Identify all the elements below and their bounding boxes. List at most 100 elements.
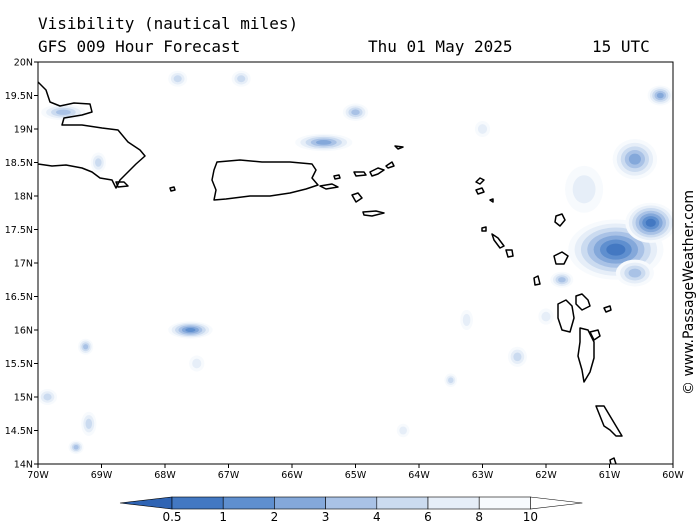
- visibility-contour: [448, 377, 454, 384]
- lon-tick-label: 60W: [662, 470, 684, 481]
- visibility-contour: [628, 153, 641, 165]
- visibility-contour: [55, 109, 71, 115]
- visibility-area-7: [550, 271, 574, 288]
- coast-hispaniola: [38, 81, 146, 189]
- legend-label: 6: [424, 510, 432, 524]
- visibility-contour: [462, 313, 471, 326]
- lat-tick-label: 15N: [14, 393, 33, 404]
- coast-antigua: [553, 251, 569, 265]
- lat-tick-label: 19N: [14, 125, 33, 136]
- visibility-area-21: [396, 423, 410, 438]
- forecast-time: 15 UTC: [592, 37, 650, 56]
- lon-tick-label: 68W: [154, 470, 176, 481]
- coast-anguilla: [475, 177, 485, 185]
- lat-tick-label: 19.5N: [5, 91, 33, 102]
- visibility-area-17: [474, 120, 491, 138]
- coast-marie-galante: [589, 329, 601, 341]
- lat-tick-label: 20N: [14, 58, 33, 69]
- coast-dominica: [577, 327, 595, 383]
- lat-tick-label: 16N: [14, 326, 33, 337]
- visibility-contour: [43, 393, 52, 401]
- coastlines: [38, 81, 623, 464]
- plot-background: [38, 62, 673, 464]
- color-legend: 0.5 1 2 3 4 6 8 10: [119, 496, 583, 524]
- coast-nevis: [505, 249, 514, 258]
- coast-guadeloupe: [557, 293, 591, 333]
- visibility-contour: [315, 140, 332, 145]
- visibility-contour: [645, 218, 656, 227]
- visibility-area-23: [565, 165, 604, 213]
- lat-tick-label: 14.5N: [5, 426, 33, 437]
- coast-tortola: [369, 167, 385, 177]
- forecast-label: GFS 009 Hour Forecast: [38, 37, 241, 56]
- lon-tick-label: 64W: [408, 470, 430, 481]
- lat-tick-label: 16.5N: [5, 292, 33, 303]
- visibility-contour: [83, 344, 89, 350]
- legend-arrow-low: [119, 496, 173, 510]
- legend-label: 4: [373, 510, 381, 524]
- visibility-contour: [399, 426, 407, 435]
- coast-st-thomas: [353, 171, 367, 177]
- visibility-contour: [185, 327, 196, 333]
- coast-puerto-rico: [211, 159, 319, 201]
- visibility-area-18: [460, 309, 473, 331]
- visibility-area-6: [168, 321, 213, 339]
- lat-tick-label: 14N: [14, 460, 33, 471]
- coast-desirade: [603, 305, 612, 313]
- coast-anegada: [394, 145, 404, 150]
- visibility-area-24: [615, 259, 654, 287]
- visibility-contour: [73, 445, 79, 450]
- legend-bin: [376, 496, 429, 510]
- lat-tick-label: 17N: [14, 259, 33, 270]
- coast-virgin-gorda: [385, 161, 395, 169]
- lat-tick-label: 17.5N: [5, 225, 33, 236]
- coast-vieques: [319, 183, 339, 190]
- legend-bin: [171, 496, 224, 510]
- legend-label: 3: [322, 510, 330, 524]
- visibility-contour: [173, 75, 182, 83]
- forecast-date: Thu 01 May 2025: [368, 37, 513, 56]
- coast-st-martin: [475, 187, 485, 195]
- visibility-area-3: [647, 85, 673, 106]
- visibility-area-19: [189, 355, 205, 372]
- visibility-area-1: [625, 202, 673, 243]
- latitude-axis: 20N 19.5N 19N 18.5N 18N 17.5N 17N 16.5N 16N 15.5N…: [5, 58, 38, 471]
- visibility-contour: [513, 352, 522, 362]
- visibility-contour: [541, 311, 551, 322]
- lat-tick-label: 18.5N: [5, 158, 33, 169]
- visibility-contour: [558, 277, 566, 283]
- visibility-contour: [572, 175, 596, 204]
- lon-tick-label: 63W: [472, 470, 494, 481]
- coast-martinique: [595, 405, 623, 437]
- visibility-area-11: [68, 440, 84, 454]
- visibility-area-8: [507, 346, 527, 367]
- coast-st-lucia: [609, 457, 617, 464]
- lat-tick-label: 18N: [14, 192, 33, 203]
- visibility-contour: [628, 268, 642, 278]
- visibility-area-15: [90, 152, 106, 173]
- coast-st-kitts: [491, 233, 505, 249]
- visibility-area-9: [78, 338, 94, 355]
- visibility-contour: [192, 358, 202, 369]
- legend-label: 1: [219, 510, 227, 524]
- lon-tick-label: 67W: [218, 470, 240, 481]
- legend-label: 8: [475, 510, 483, 524]
- visibility-contour: [95, 158, 102, 167]
- legend-bin: [274, 496, 326, 510]
- coast-barbuda: [554, 213, 566, 227]
- visibility-area-5: [342, 103, 369, 121]
- longitude-axis: 70W 69W 68W 67W 66W 65W 64W 63W 62W 61W 60W: [27, 464, 684, 481]
- coast-sombrero: [351, 192, 363, 203]
- visibility-contour: [477, 124, 488, 134]
- visibility-area-20: [444, 373, 458, 387]
- visibility-area-14: [231, 70, 251, 87]
- legend-bin: [222, 496, 275, 510]
- visibility-contour: [656, 92, 664, 99]
- credit-text: © www.PassageWeather.com: [681, 189, 697, 395]
- lat-tick-label: 15.5N: [5, 359, 33, 370]
- coast-saba: [481, 226, 487, 232]
- coast-montserrat: [533, 275, 541, 286]
- lon-tick-label: 69W: [91, 470, 113, 481]
- visibility-area-13: [168, 70, 188, 87]
